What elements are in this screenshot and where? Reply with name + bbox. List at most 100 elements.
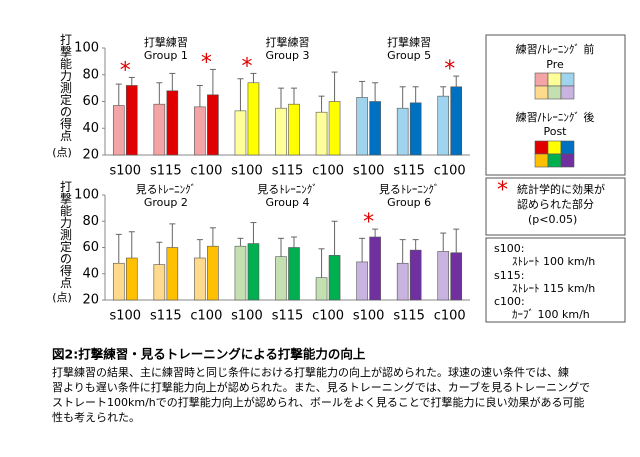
bar bbox=[328, 101, 341, 156]
x-tick-label: c100 bbox=[434, 164, 466, 179]
x-tick-label: s115 bbox=[393, 164, 425, 179]
legend-swatch bbox=[547, 153, 562, 168]
bar bbox=[315, 277, 328, 301]
bar bbox=[369, 101, 381, 156]
legend-swatch bbox=[560, 140, 575, 155]
caption-title: 図2:打撃練習・見るトレーニングによる打撃能力の向上 bbox=[52, 347, 366, 362]
bar bbox=[207, 245, 219, 301]
legend-post: 練習/ﾄﾚｰﾆﾝｸﾞ 後 bbox=[516, 110, 595, 124]
legend-swatch bbox=[547, 140, 562, 155]
legend-swatch bbox=[560, 153, 575, 168]
x-tick-label: s115 bbox=[393, 309, 425, 324]
caption-line: 習よりも遅い条件に打撃能力向上が認められた。また、見るトレーニングでは、カーブを… bbox=[52, 380, 590, 394]
group-label: 打撃練習 bbox=[144, 35, 188, 49]
bar bbox=[315, 111, 328, 156]
legend-pre: 練習/ﾄﾚｰﾆﾝｸﾞ 前 bbox=[516, 42, 595, 56]
group-label: 見るﾄﾚｰﾆﾝｸﾞ bbox=[136, 183, 197, 196]
bar bbox=[275, 107, 287, 156]
bar bbox=[194, 106, 206, 156]
group-label: 打撃練習 bbox=[387, 35, 431, 49]
y-tick-label: 20 bbox=[82, 148, 99, 163]
y-tick-label: 40 bbox=[82, 266, 99, 281]
bar bbox=[153, 264, 166, 301]
bar bbox=[112, 262, 125, 301]
bar bbox=[112, 105, 125, 156]
x-tick-label: s100 bbox=[231, 164, 263, 179]
y-tick-label: 60 bbox=[82, 94, 99, 109]
condition-box bbox=[485, 237, 626, 323]
cond-text: ｽﾄﾚｰﾄ 115 km/h bbox=[512, 282, 595, 295]
legend-box bbox=[485, 34, 626, 176]
legend-swatch bbox=[534, 153, 549, 168]
legend-post-name: Post bbox=[543, 125, 567, 138]
group-label: 見るﾄﾚｰﾆﾝｸﾞ bbox=[257, 183, 318, 196]
bar bbox=[194, 257, 206, 301]
y-axis-label: 打撃能力測定の得点 bbox=[60, 33, 72, 143]
x-tick-label: c100 bbox=[434, 309, 466, 324]
bar bbox=[409, 102, 422, 156]
legend-swatch bbox=[534, 72, 549, 87]
bar bbox=[396, 262, 409, 301]
cond-text: ｽﾄﾚｰﾄ 100 km/h bbox=[512, 255, 595, 268]
group-name: Group 4 bbox=[266, 196, 310, 209]
x-tick-label: s100 bbox=[109, 309, 141, 324]
x-tick-label: s100 bbox=[353, 309, 385, 324]
x-tick-label: c100 bbox=[190, 309, 222, 324]
bar bbox=[125, 85, 138, 156]
bar bbox=[234, 110, 247, 156]
y-tick-label: 60 bbox=[82, 240, 99, 255]
caption-line: 性も考えられた。 bbox=[52, 410, 140, 424]
x-tick-label: s115 bbox=[272, 164, 304, 179]
group-name: Group 3 bbox=[266, 49, 310, 62]
significance-marker: * bbox=[120, 58, 131, 83]
x-tick-label: c100 bbox=[190, 164, 222, 179]
legend-swatch bbox=[547, 85, 562, 100]
bar bbox=[328, 255, 341, 301]
group-name: Group 6 bbox=[387, 196, 431, 209]
bar bbox=[437, 251, 450, 301]
y-tick-label: 80 bbox=[82, 67, 99, 82]
bar bbox=[450, 252, 463, 301]
group-label: 打撃練習 bbox=[266, 35, 310, 49]
significance-marker: * bbox=[241, 54, 252, 79]
bar bbox=[396, 107, 409, 156]
x-tick-label: s115 bbox=[272, 309, 304, 324]
sig-text: 認められた部分 bbox=[517, 197, 594, 211]
y-unit: (点) bbox=[52, 146, 72, 159]
bar bbox=[234, 245, 247, 301]
y-unit: (点) bbox=[52, 291, 72, 304]
x-tick-label: s115 bbox=[150, 164, 182, 179]
x-tick-label: c100 bbox=[312, 309, 344, 324]
bar bbox=[288, 247, 300, 301]
y-tick-label: 20 bbox=[82, 293, 99, 308]
significance-marker: * bbox=[201, 50, 212, 75]
y-tick-label: 100 bbox=[74, 188, 99, 203]
bar bbox=[288, 103, 300, 156]
cond-text: ｶｰﾌﾞ 100 km/h bbox=[512, 308, 590, 321]
x-tick-label: s100 bbox=[231, 309, 263, 324]
y-tick-label: 40 bbox=[82, 121, 99, 136]
caption-line: 打撃練習の結果、主に練習時と同じ条件における打撃能力の向上が認められた。球速の速… bbox=[52, 365, 569, 379]
legend-swatch bbox=[547, 72, 562, 87]
bar bbox=[125, 257, 138, 301]
caption-line: ストレート100km/hでの打撃能力向上が認められ、ボールをよく見ることで打撃能… bbox=[52, 395, 585, 409]
bar bbox=[356, 97, 368, 156]
bar bbox=[369, 236, 381, 301]
bar bbox=[275, 256, 287, 301]
sig-text: 統計学的に効果が bbox=[517, 182, 605, 196]
cond-text: s100: bbox=[494, 242, 524, 255]
significance-marker: * bbox=[444, 57, 455, 82]
sig-marker: * bbox=[497, 178, 508, 203]
bar bbox=[356, 261, 368, 301]
bar bbox=[437, 95, 450, 156]
cond-text: c100: bbox=[494, 295, 525, 308]
group-name: Group 2 bbox=[144, 196, 188, 209]
x-tick-label: c100 bbox=[312, 164, 344, 179]
legend-swatch bbox=[560, 72, 575, 87]
bar bbox=[166, 90, 179, 156]
x-tick-label: s100 bbox=[353, 164, 385, 179]
y-tick-label: 100 bbox=[74, 41, 99, 56]
significance-box bbox=[485, 177, 626, 236]
group-name: Group 1 bbox=[144, 49, 188, 62]
bar bbox=[247, 82, 260, 156]
